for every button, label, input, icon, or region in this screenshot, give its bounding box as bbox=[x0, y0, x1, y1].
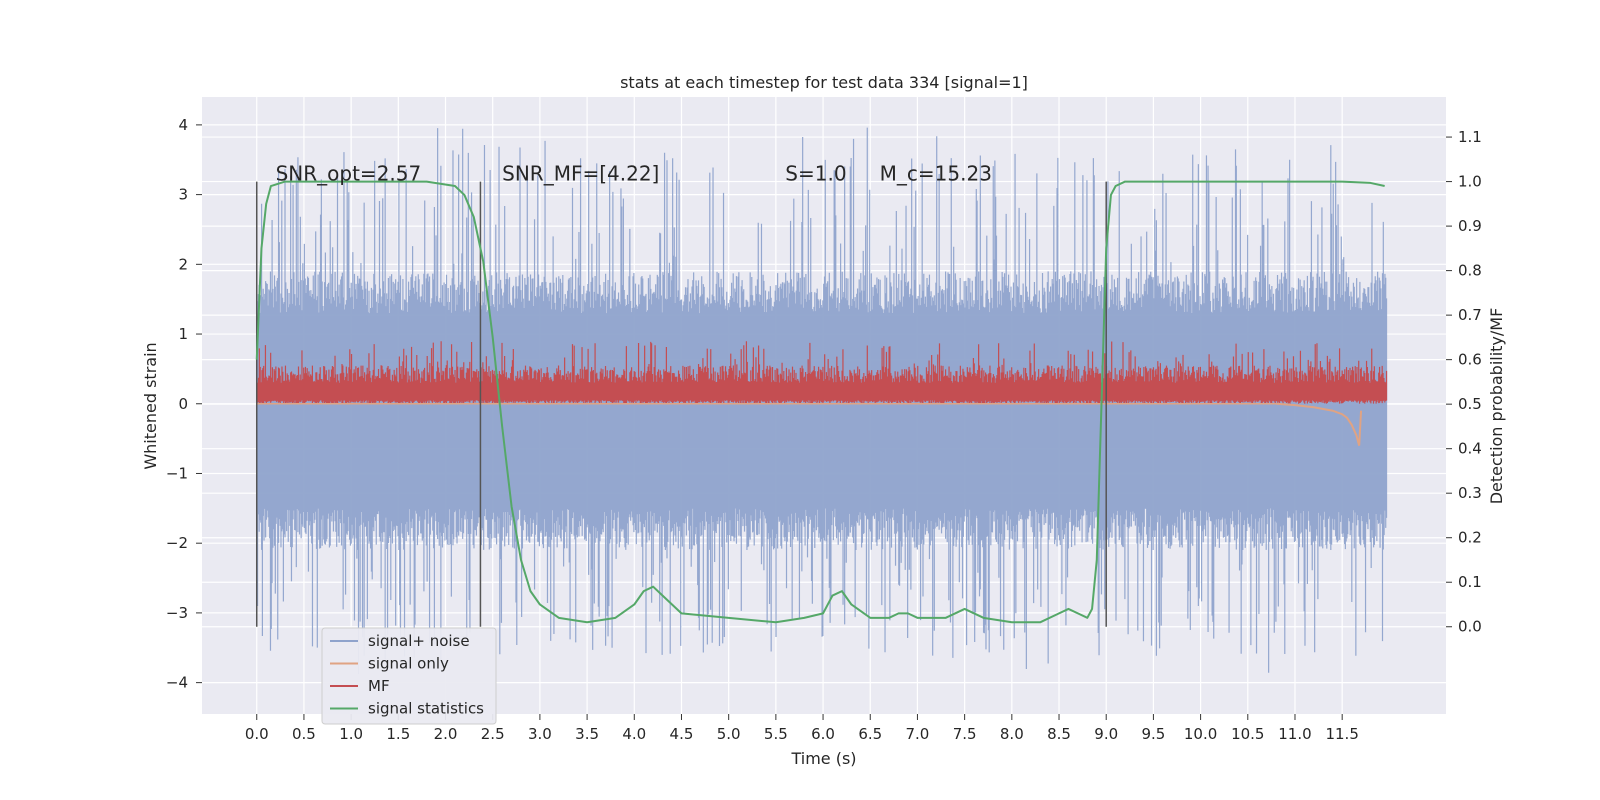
x-tick-label: 0.5 bbox=[292, 725, 316, 743]
y-tick-label: 4 bbox=[178, 116, 188, 134]
x-tick-label: 5.0 bbox=[717, 725, 741, 743]
y-tick-label: −1 bbox=[166, 464, 188, 482]
y2-tick-label: 0.2 bbox=[1458, 529, 1482, 547]
x-tick-label: 8.5 bbox=[1047, 725, 1071, 743]
x-tick-label: 10.5 bbox=[1231, 725, 1264, 743]
legend-entry: signal statistics bbox=[368, 700, 484, 718]
signal-statistics-series bbox=[255, 180, 1385, 624]
y2-tick-label: 0.6 bbox=[1458, 351, 1482, 369]
x-tick-label: 3.5 bbox=[575, 725, 599, 743]
x-tick-label: 7.5 bbox=[953, 725, 977, 743]
y-tick-label: 1 bbox=[178, 325, 188, 343]
y2-tick-label: 1.1 bbox=[1458, 128, 1482, 146]
annotation-label: SNR_opt=2.57 bbox=[276, 162, 422, 186]
x-tick-label: 8.0 bbox=[1000, 725, 1024, 743]
x-tick-label: 6.0 bbox=[811, 725, 835, 743]
y-tick-label: 0 bbox=[178, 395, 188, 413]
x-tick-label: 1.5 bbox=[386, 725, 410, 743]
x-tick-label: 9.5 bbox=[1141, 725, 1165, 743]
x-tick-label: 2.0 bbox=[434, 725, 458, 743]
x-tick-label: 11.5 bbox=[1325, 725, 1358, 743]
x-tick-label: 3.0 bbox=[528, 725, 552, 743]
x-tick-label: 10.0 bbox=[1184, 725, 1217, 743]
x-tick-label: 11.0 bbox=[1278, 725, 1311, 743]
y-tick-label: −3 bbox=[166, 604, 188, 622]
x-axis-label: Time (s) bbox=[790, 749, 856, 768]
annotation-label: M_c=15.23 bbox=[880, 162, 992, 186]
x-tick-label: 2.5 bbox=[481, 725, 505, 743]
y2-tick-label: 0.5 bbox=[1458, 395, 1482, 413]
annotation-label: S=1.0 bbox=[785, 162, 846, 186]
chart-title: stats at each timestep for test data 334… bbox=[620, 73, 1028, 92]
y2-tick-label: 0.4 bbox=[1458, 440, 1482, 458]
y2-tick-label: 0.3 bbox=[1458, 484, 1482, 502]
legend-box bbox=[321, 627, 497, 725]
x-tick-label: 0.0 bbox=[245, 725, 269, 743]
legend-entry: signal+ noise bbox=[368, 632, 470, 650]
x-tick-label: 9.0 bbox=[1094, 725, 1118, 743]
y-tick-label: −2 bbox=[166, 534, 188, 552]
x-tick-label: 5.5 bbox=[764, 725, 788, 743]
y-axis-label: Whitened strain bbox=[141, 342, 160, 469]
x-tick-label: 4.0 bbox=[622, 725, 646, 743]
annotation-label: SNR_MF=[4.22] bbox=[502, 162, 659, 186]
x-tick-label: 4.5 bbox=[670, 725, 694, 743]
legend-entry: MF bbox=[368, 677, 390, 695]
x-tick-label: 1.0 bbox=[339, 725, 363, 743]
y-tick-label: 3 bbox=[178, 186, 188, 204]
y2-tick-label: 1.0 bbox=[1458, 173, 1482, 191]
y2-tick-label: 0.8 bbox=[1458, 262, 1482, 280]
y2-tick-label: 0.9 bbox=[1458, 217, 1482, 235]
legend-entry: signal only bbox=[368, 655, 449, 673]
y2-tick-label: 0.7 bbox=[1458, 306, 1482, 324]
y2-axis-label: Detection probability/MF bbox=[1487, 308, 1506, 505]
annotations: SNR_opt=2.57 SNR_MF=[4.22] S=1.0 M_c=15.23 bbox=[276, 162, 992, 186]
x-tick-label: 7.0 bbox=[906, 725, 930, 743]
legend: signal+ noise signal only MF signal statist… bbox=[321, 627, 497, 725]
signal-only-line bbox=[1276, 402, 1363, 446]
y-tick-label: 2 bbox=[178, 255, 188, 273]
axis-ticks: 0.0 0.5 1.0 1.5 2.0 2.5 3.0 3.5 4.0 4.5 5.0 5.5 6.0 6… bbox=[166, 116, 1482, 743]
y-tick-label: −4 bbox=[166, 674, 188, 692]
signal-statistics-line bbox=[255, 180, 1385, 624]
y2-tick-label: 0.0 bbox=[1458, 618, 1482, 636]
x-tick-label: 6.5 bbox=[858, 725, 882, 743]
y2-tick-label: 0.1 bbox=[1458, 573, 1482, 591]
